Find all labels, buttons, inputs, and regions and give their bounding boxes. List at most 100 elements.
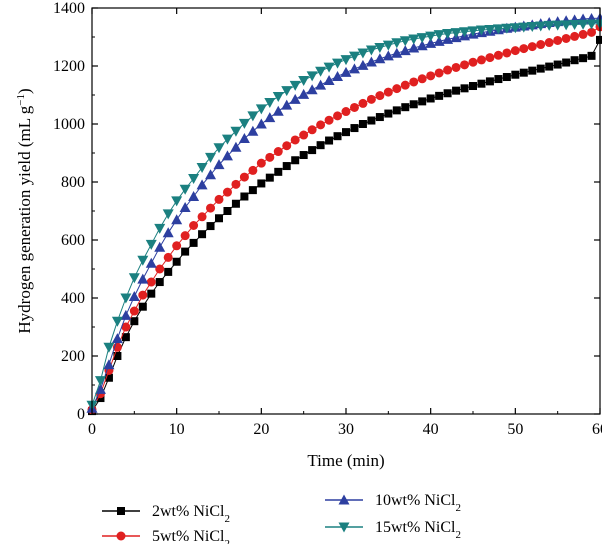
- legend-marker: [117, 507, 125, 515]
- y-tick-label: 400: [61, 290, 85, 307]
- series-4-point: [196, 163, 208, 173]
- series-4-point: [221, 134, 233, 145]
- y-tick-label: 1400: [53, 0, 85, 17]
- series-4-point: [94, 376, 106, 387]
- series-2-point: [561, 33, 571, 43]
- y-tick-label: 200: [61, 348, 85, 365]
- x-tick-label: 50: [507, 421, 523, 438]
- series-3-point: [272, 105, 284, 116]
- series-1-point: [367, 116, 376, 125]
- series-2-point: [468, 57, 478, 67]
- series-1-point: [308, 146, 317, 155]
- series-3-point: [103, 359, 115, 370]
- series-1-point: [426, 94, 435, 103]
- series-1-point: [469, 82, 477, 91]
- series-4-point: [560, 20, 572, 31]
- series-2-point: [366, 94, 376, 104]
- series-2-point: [180, 231, 190, 241]
- series-1-point: [452, 86, 461, 95]
- series-2-point: [299, 130, 309, 140]
- series-4-point: [569, 20, 581, 31]
- x-tick-label: 30: [338, 421, 354, 438]
- y-axis-label-superscript: −1: [15, 94, 27, 106]
- series-2-point: [460, 60, 470, 70]
- series-3-point: [230, 141, 242, 152]
- series-3-point: [128, 291, 140, 302]
- series-2-point: [265, 152, 275, 162]
- series-4: [86, 19, 602, 411]
- y-axis-label-suffix: ): [15, 88, 34, 94]
- series-1-point: [596, 35, 602, 44]
- legend-label-main: 15wt% NiCl: [375, 519, 456, 536]
- series-2-point: [206, 203, 216, 213]
- series-4-point: [416, 33, 428, 44]
- legend-label: 5wt% NiCl2: [152, 528, 230, 544]
- series-1-point: [494, 75, 503, 84]
- series-1-point: [113, 352, 122, 360]
- series-3-point: [374, 53, 386, 64]
- series-1-point: [215, 214, 223, 223]
- series-4-point: [323, 62, 335, 73]
- series-4-point: [543, 20, 555, 31]
- legend: 2wt% NiCl2 5wt% NiCl2 10wt% NiCl 2 15wt% NiC…: [102, 492, 461, 544]
- series-4-point: [213, 143, 225, 154]
- series-2-point: [197, 212, 207, 222]
- legend-label-main: 10wt% NiCl: [375, 492, 456, 509]
- series-2-point: [553, 35, 563, 45]
- series-3-point: [298, 88, 310, 99]
- series-2-point: [476, 55, 486, 65]
- series-2-point: [155, 264, 165, 274]
- series-2-point: [324, 115, 334, 125]
- series-1-point: [384, 109, 393, 118]
- series-3-point: [306, 84, 318, 95]
- series-1-point: [147, 289, 156, 298]
- series-4-point: [128, 273, 140, 284]
- series-4-point: [526, 22, 538, 33]
- series-4-point: [120, 293, 132, 304]
- series-3-point: [162, 227, 174, 238]
- series-1-point: [477, 79, 486, 88]
- series-1-point: [155, 278, 164, 287]
- series-4-point: [459, 27, 471, 38]
- series-4-point: [425, 31, 437, 42]
- series-1-point: [579, 54, 588, 63]
- series-1-point: [172, 257, 181, 266]
- legend-marker: [338, 494, 350, 505]
- series-3-point: [289, 93, 301, 104]
- series-4-point: [238, 118, 250, 129]
- series-4-point: [552, 20, 564, 31]
- series-2-point: [189, 221, 199, 230]
- series-3-point: [205, 169, 217, 180]
- series-1-point: [545, 62, 554, 71]
- series-4-point: [357, 48, 369, 59]
- series-2-point: [172, 241, 182, 251]
- series-3-point: [137, 273, 149, 284]
- legend-label-subscript: 2: [224, 513, 230, 525]
- y-axis-label-main: Hydrogen generation yield (mL g: [15, 105, 34, 333]
- series-1-point: [198, 230, 207, 239]
- series-2-point: [239, 172, 249, 182]
- series-3-point: [281, 99, 293, 110]
- series-2-point: [485, 53, 495, 63]
- series-4-point: [475, 25, 487, 36]
- series-3-point: [408, 42, 420, 53]
- series-4-point: [332, 58, 344, 69]
- series-3-point: [188, 191, 200, 201]
- series-3-point: [196, 179, 208, 190]
- legend-item-1: 2wt% NiCl2: [102, 503, 230, 525]
- series-2-point: [519, 44, 529, 54]
- series-2-point: [544, 38, 554, 48]
- series-1-point: [443, 89, 452, 98]
- series-4-point: [535, 21, 547, 32]
- y-tick-label: 1200: [53, 58, 85, 75]
- series-1-point: [350, 124, 359, 133]
- series-1-point: [104, 373, 113, 382]
- series-2-point: [493, 50, 503, 60]
- series-3-point: [332, 70, 344, 81]
- series-1-point: [282, 162, 291, 171]
- series-1-point: [418, 97, 427, 106]
- series-1-point: [562, 58, 571, 67]
- series-2-point: [307, 125, 317, 135]
- series-2-point: [383, 87, 393, 97]
- series-2-point: [417, 74, 427, 84]
